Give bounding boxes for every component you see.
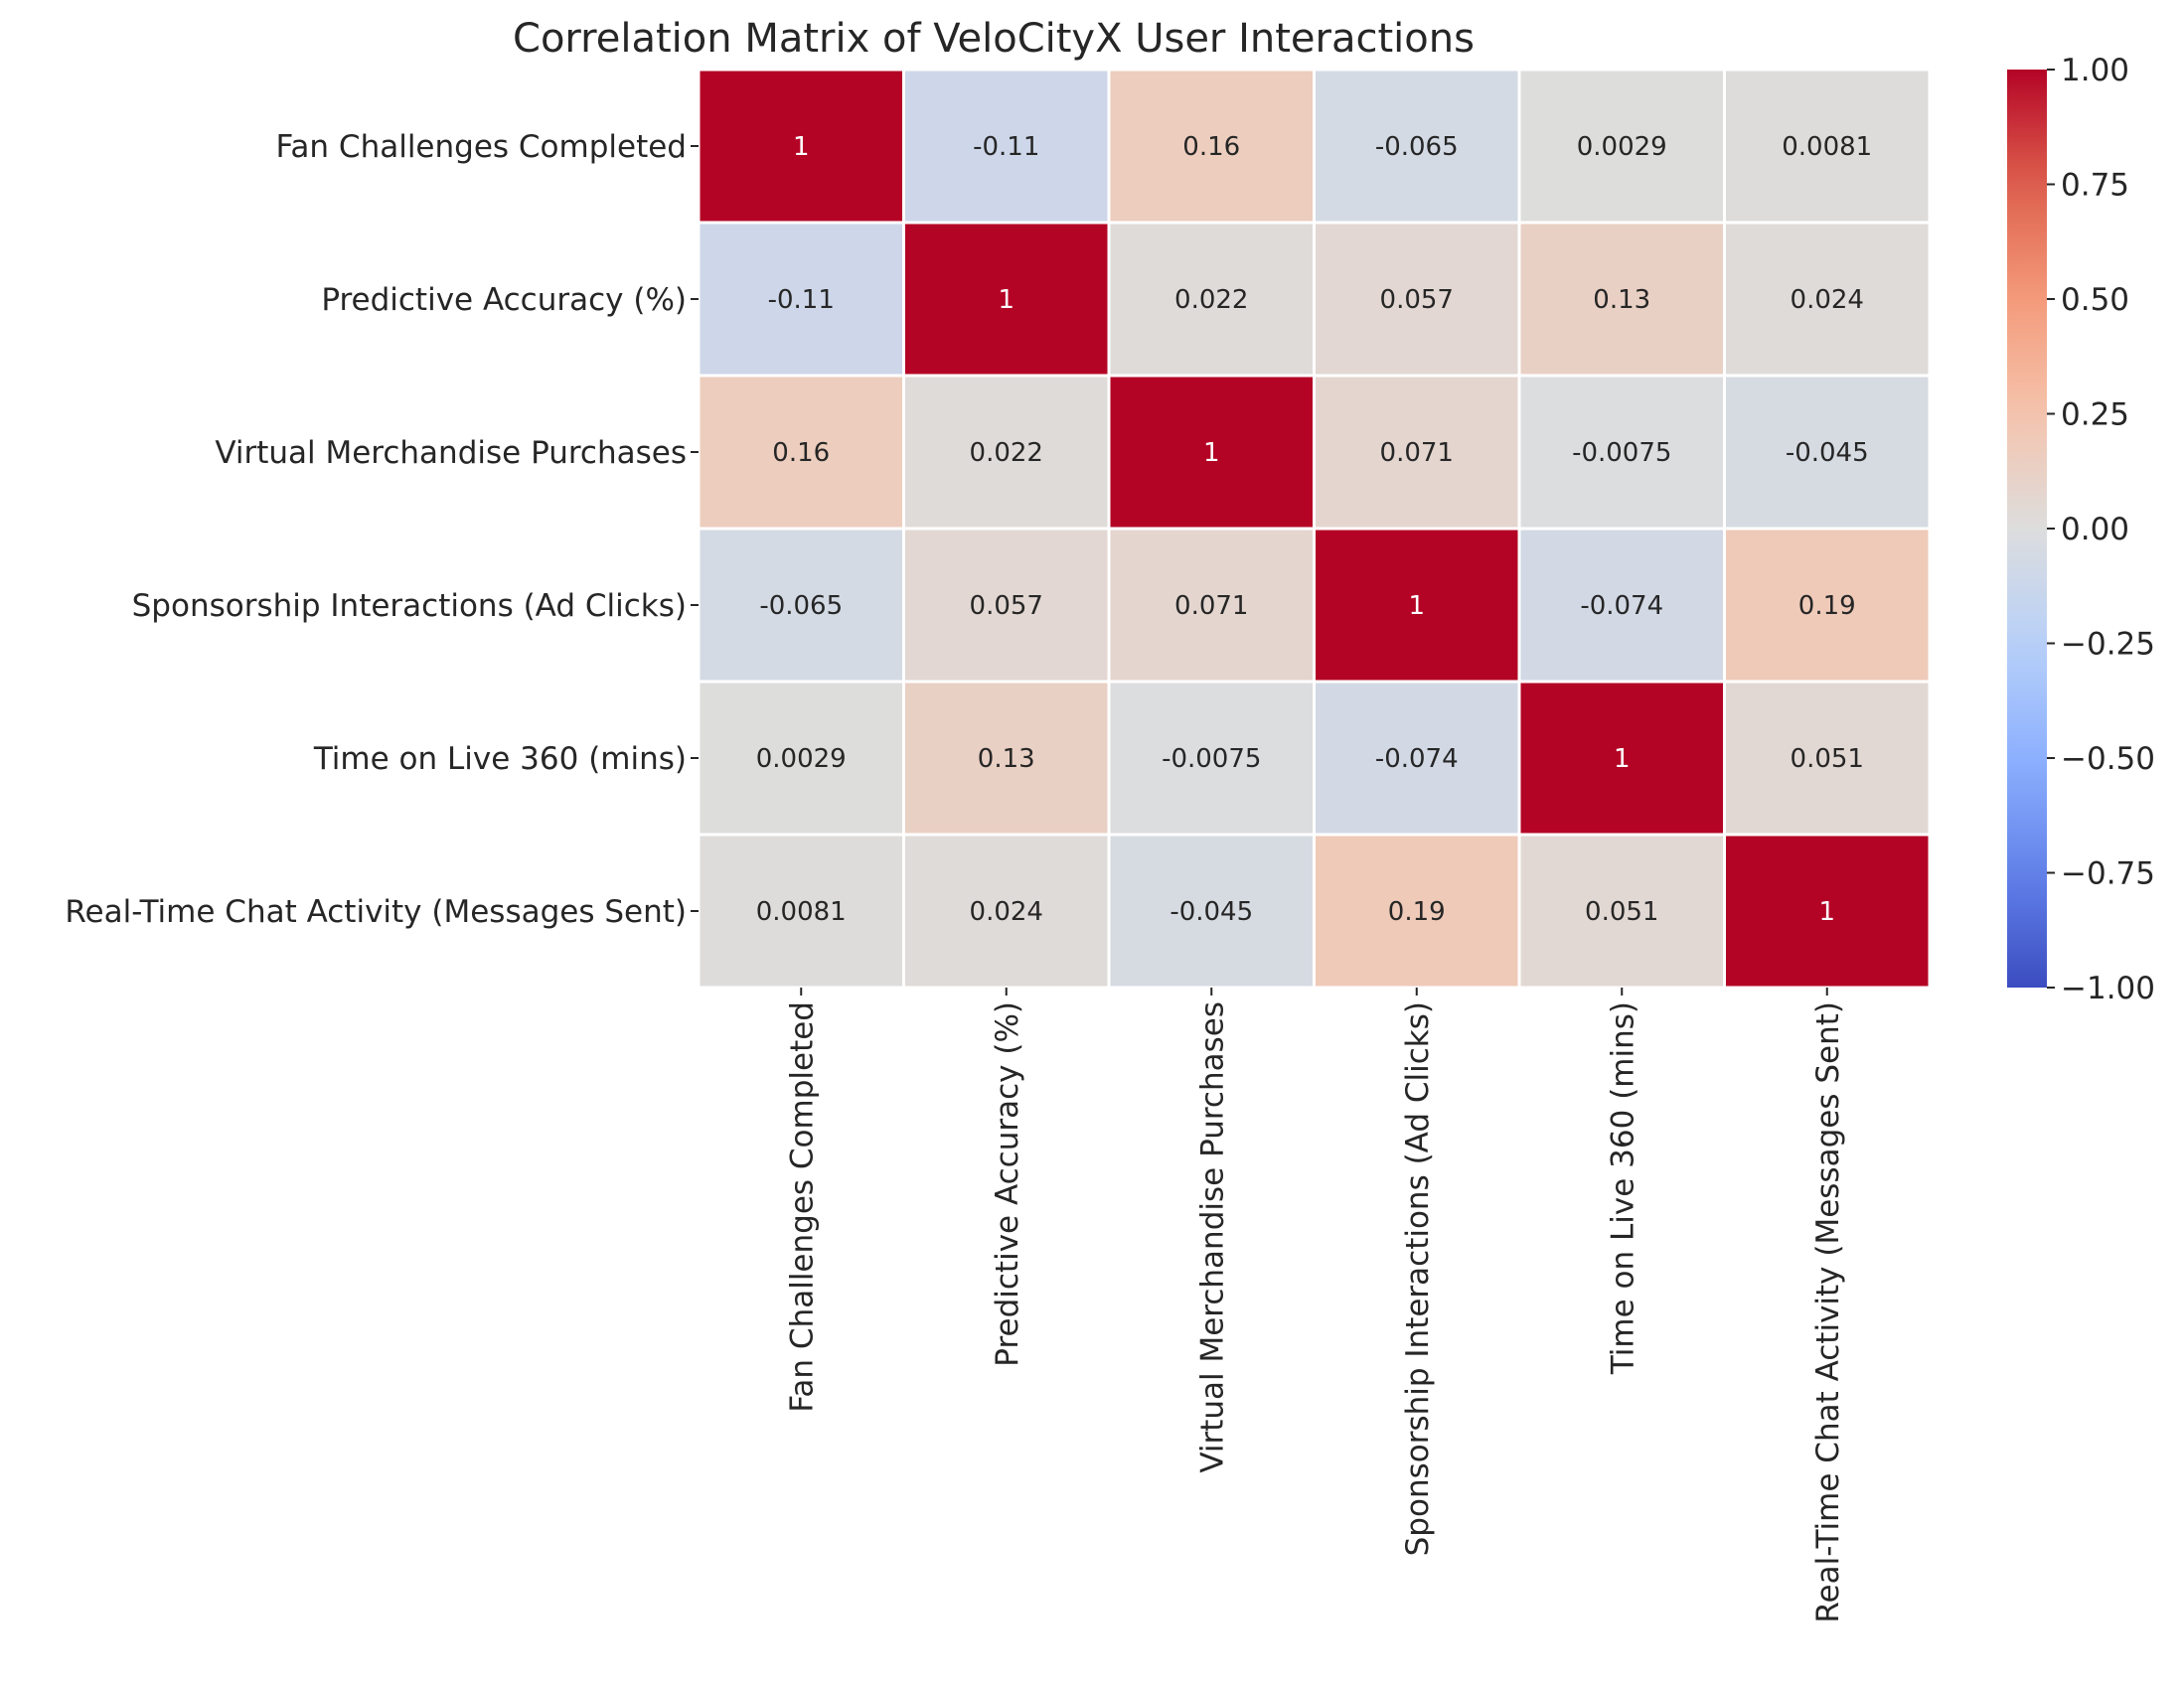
row-labels: Fan Challenges Completed Predictive Accur… <box>65 129 699 930</box>
heatmap-cell <box>1107 68 1316 225</box>
cell-value-label: 0.051 <box>1791 744 1864 774</box>
heatmap-cell <box>1313 374 1521 531</box>
cell-value-label: -0.0075 <box>1162 744 1261 774</box>
cell-value-label: 1 <box>998 285 1014 315</box>
cell-value-label: -0.074 <box>1375 744 1459 774</box>
cell-value-label: 0.024 <box>1791 285 1864 315</box>
cell-value-label: 1 <box>1818 897 1835 927</box>
heatmap-cell <box>697 833 905 990</box>
colorbar-tick-label: 0.50 <box>2061 282 2129 318</box>
chart-title: Correlation Matrix of VeloCityX User Int… <box>513 16 1475 62</box>
heatmap-cell <box>1723 221 1932 378</box>
y-tick-label: Predictive Accuracy (%) <box>321 282 687 318</box>
cell-value-label: 0.057 <box>1380 285 1454 315</box>
cell-value-label: 0.16 <box>772 438 830 468</box>
heatmap-cell <box>902 221 1111 378</box>
cell-value-label: 0.022 <box>1174 285 1248 315</box>
heatmap-cell <box>1313 680 1521 837</box>
cell-value-label: -0.065 <box>759 591 843 621</box>
colorbar-tick-label: 1.00 <box>2061 53 2129 88</box>
heatmap-cell <box>1107 680 1316 837</box>
y-tick-label: Sponsorship Interactions (Ad Clicks) <box>132 588 687 624</box>
x-tick-label: Sponsorship Interactions (Ad Clicks) <box>1400 1001 1436 1556</box>
x-tick-label: Time on Live 360 (mins) <box>1605 1001 1640 1375</box>
cell-value-label: -0.0075 <box>1572 438 1671 468</box>
cell-value-label: 1 <box>793 132 810 162</box>
colorbar-tick-label: 0.00 <box>2061 512 2129 547</box>
cell-value-label: -0.11 <box>973 132 1039 162</box>
colorbar-tick-label: 0.75 <box>2061 168 2129 204</box>
heatmap-cell <box>1723 680 1932 837</box>
heatmap-cell <box>1517 527 1726 684</box>
colorbar-tick-label: −0.75 <box>2061 856 2155 892</box>
x-tick-label: Real-Time Chat Activity (Messages Sent) <box>1810 1001 1846 1623</box>
colorbar: 1.00 0.75 0.50 0.25 0.00 −0.25 −0.50 −0.75 −1.00 <box>2007 53 2155 1006</box>
cell-value-label: 1 <box>1203 438 1220 468</box>
colorbar-tick-label: −0.25 <box>2061 627 2155 663</box>
heatmap-cell <box>1723 374 1932 531</box>
cell-value-label: 0.0081 <box>756 897 847 927</box>
heatmap-cell <box>1723 833 1932 990</box>
heatmap-cell <box>697 527 905 684</box>
cell-value-label: 0.0081 <box>1782 132 1872 162</box>
heatmap-cell <box>902 527 1111 684</box>
cell-value-label: 0.0029 <box>1577 132 1667 162</box>
y-tick-label: Fan Challenges Completed <box>275 129 687 165</box>
cell-value-label: 0.051 <box>1585 897 1658 927</box>
heatmap-cell <box>1107 527 1316 684</box>
cell-value-label: 0.071 <box>1380 438 1454 468</box>
colorbar-tick-label: −1.00 <box>2061 971 2155 1006</box>
colorbar-tick-label: −0.50 <box>2061 741 2155 777</box>
cell-value-label: 0.024 <box>970 897 1043 927</box>
cell-value-label: -0.11 <box>768 285 835 315</box>
cell-value-label: 1 <box>1408 591 1425 621</box>
y-tick-label: Time on Live 360 (mins) <box>313 741 687 777</box>
cell-value-label: -0.045 <box>1170 897 1253 927</box>
x-tick-label: Predictive Accuracy (%) <box>990 1001 1025 1367</box>
cell-value-label: 0.19 <box>1388 897 1446 927</box>
heatmap-cell <box>697 68 905 225</box>
cell-value-label: 0.19 <box>1798 591 1856 621</box>
cell-value-label: 0.057 <box>970 591 1043 621</box>
heatmap-cell <box>1517 374 1726 531</box>
cell-value-label: 0.13 <box>1593 285 1650 315</box>
heatmap-cell <box>697 680 905 837</box>
cell-value-label: 0.13 <box>978 744 1035 774</box>
heatmap-cell <box>902 68 1111 225</box>
heatmap-cell <box>1313 221 1521 378</box>
colorbar-tick-label: 0.25 <box>2061 397 2129 433</box>
heatmap-cell <box>1517 680 1726 837</box>
x-tick-label: Virtual Merchandise Purchases <box>1194 1001 1230 1473</box>
heatmap-cell <box>902 374 1111 531</box>
heatmap-cell <box>1723 68 1932 225</box>
cell-value-label: 0.16 <box>1182 132 1240 162</box>
heatmap-cell <box>1723 527 1932 684</box>
cell-value-label: -0.074 <box>1580 591 1663 621</box>
cell-value-label: 0.071 <box>1174 591 1248 621</box>
column-labels: Fan Challenges Completed Predictive Accur… <box>784 988 1846 1623</box>
heatmap-cells: 1 -0.11 0.16 -0.065 0.0029 0.0081 -0.11 1 0.022 0… <box>697 68 1932 990</box>
colorbar-gradient <box>2007 70 2047 988</box>
cell-value-label: 0.0029 <box>756 744 847 774</box>
cell-value-label: -0.065 <box>1375 132 1459 162</box>
cell-value-label: 1 <box>1614 744 1631 774</box>
heatmap-cell <box>1313 527 1521 684</box>
cell-value-label: -0.045 <box>1786 438 1869 468</box>
y-tick-label: Virtual Merchandise Purchases <box>215 435 687 471</box>
cell-value-label: 0.022 <box>970 438 1043 468</box>
y-tick-label: Real-Time Chat Activity (Messages Sent) <box>65 894 687 930</box>
x-tick-label: Fan Challenges Completed <box>784 1001 820 1413</box>
